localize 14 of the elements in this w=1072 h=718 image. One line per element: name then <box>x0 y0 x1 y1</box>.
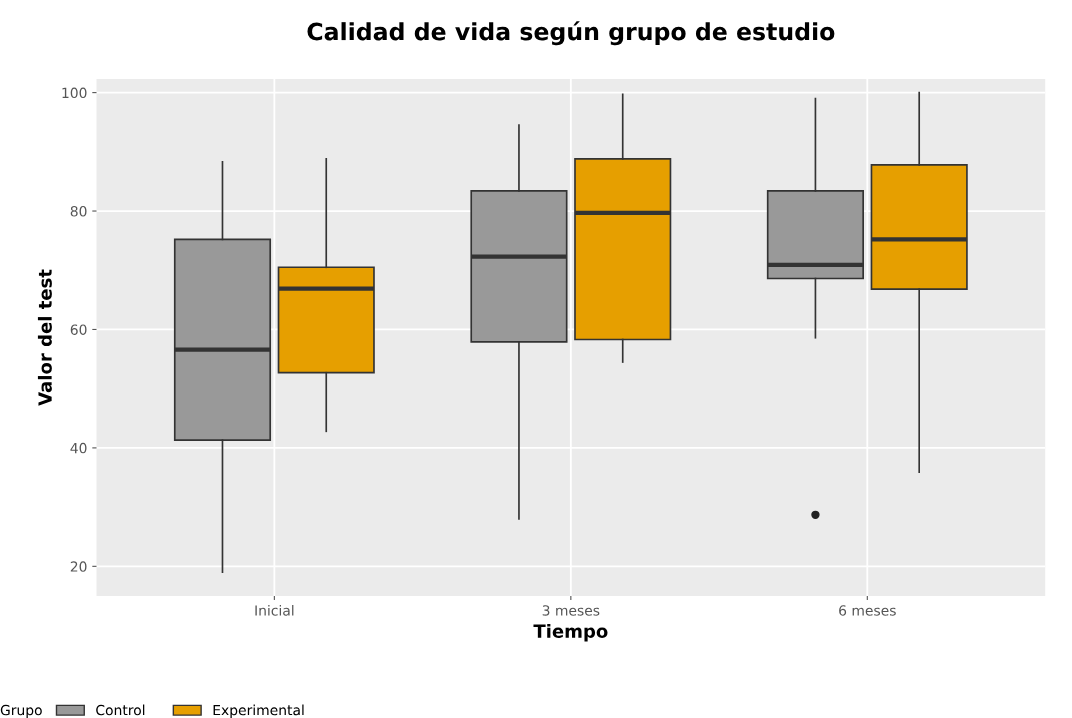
legend-label: Control <box>96 704 145 716</box>
y-tick-label: 20 <box>70 561 87 572</box>
x-tick-label: 3 meses <box>542 605 600 616</box>
legend-title: Grupo <box>0 704 42 718</box>
x-axis-title: Tiempo <box>533 623 608 642</box>
x-tick-label: Inicial <box>255 604 294 616</box>
y-tick-label: 100 <box>62 87 87 99</box>
y-axis-title: Valor del test <box>37 269 52 406</box>
chart-title: Calidad de vida según grupo de estudio <box>307 21 835 46</box>
y-tick-label: 80 <box>70 206 87 217</box>
x-tick-label: 6 meses <box>839 605 896 616</box>
y-tick-label: 40 <box>70 442 87 454</box>
legend-label: Experimental <box>213 704 304 718</box>
y-tick-label: 60 <box>70 324 87 335</box>
